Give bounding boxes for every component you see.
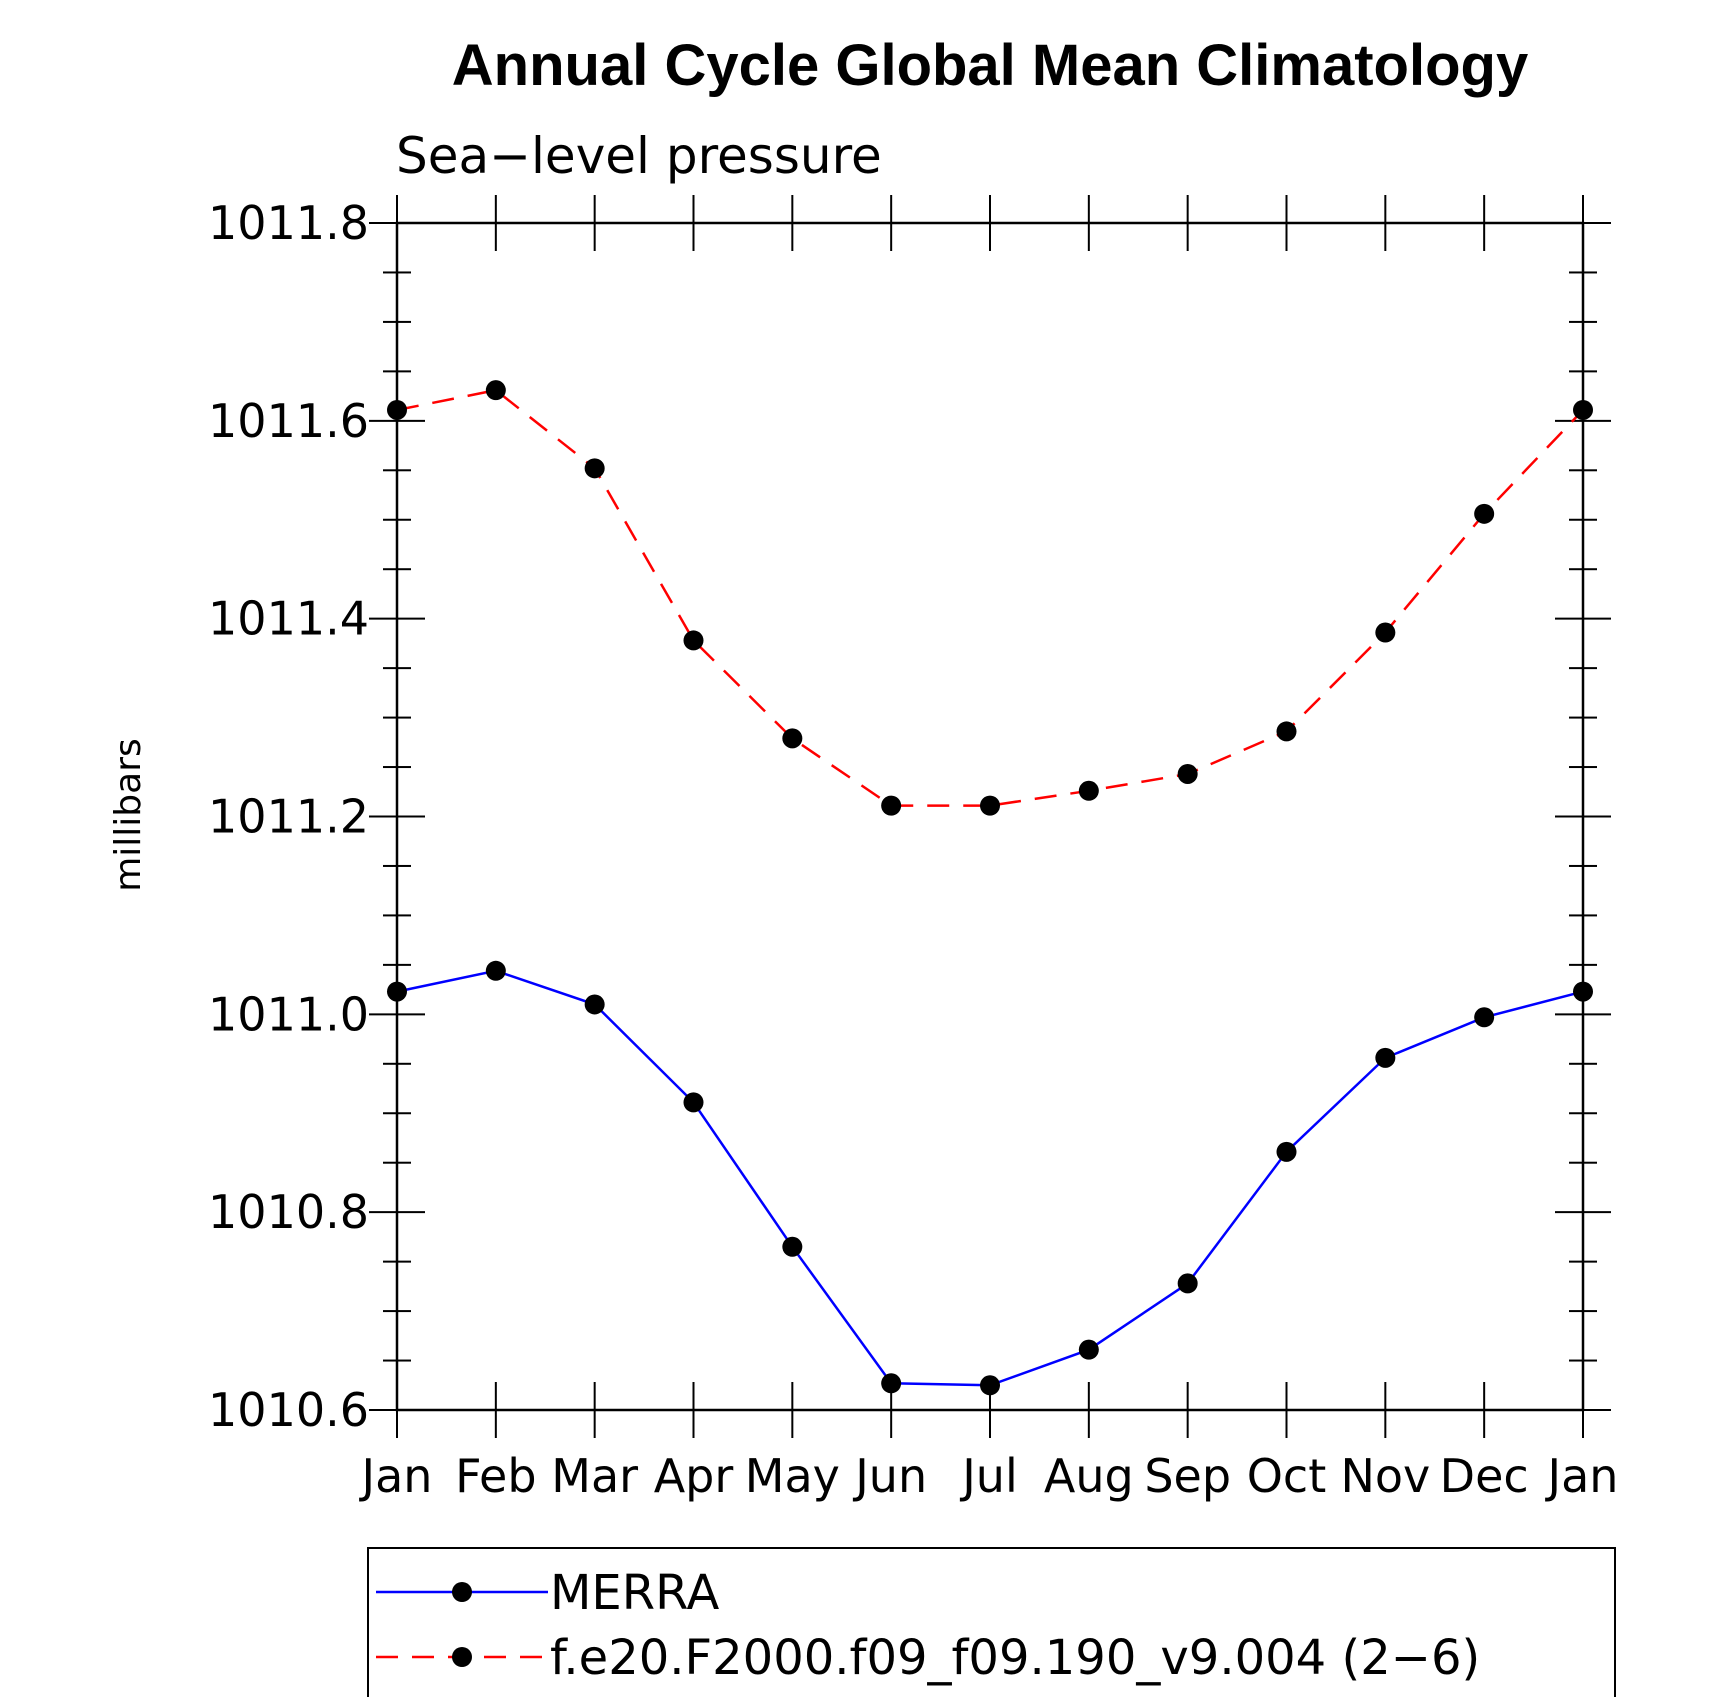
- legend-label-0: MERRA: [550, 1565, 720, 1621]
- x-tick-label: Mar: [551, 1449, 638, 1503]
- series-1-point: [1276, 721, 1297, 742]
- series-line-1: [396, 388, 1584, 807]
- legend-marker-0: [452, 1582, 472, 1602]
- x-tick-label: Jan: [1545, 1449, 1619, 1503]
- chart-subtitle: Sea−level pressure: [396, 127, 882, 185]
- x-tick-label: Apr: [654, 1449, 734, 1503]
- series-1-point: [1573, 399, 1593, 420]
- y-axis-label: millibars: [108, 738, 149, 892]
- series-1-point: [1177, 763, 1198, 784]
- series-line-0: [396, 969, 1584, 1387]
- x-axis-ticks: Jan Feb Mar Apr May Jun Jul Aug Sep Oct Nov Dec Jan: [359, 195, 1619, 1503]
- series-1-point: [1375, 622, 1396, 643]
- x-tick-label: Feb: [455, 1449, 536, 1503]
- x-tick-label: May: [745, 1449, 840, 1503]
- x-tick-label: Aug: [1044, 1449, 1134, 1503]
- plot-frame: [395, 221, 1585, 1412]
- x-tick-label: Dec: [1440, 1449, 1529, 1503]
- y-tick-label: 1011.8: [208, 196, 369, 250]
- x-tick-label: Nov: [1340, 1449, 1430, 1503]
- series-1-point: [980, 795, 1000, 816]
- y-tick-label: 1011.4: [208, 592, 369, 646]
- series-1-point: [387, 399, 407, 420]
- series-0-point: [881, 1373, 902, 1394]
- series-0-point: [485, 960, 506, 981]
- y-tick-label: 1011.2: [208, 790, 369, 844]
- x-tick-label: Oct: [1247, 1449, 1327, 1503]
- y-tick-label: 1010.6: [208, 1383, 369, 1437]
- series-0-point: [1573, 981, 1593, 1002]
- x-tick-label: Jan: [359, 1449, 433, 1503]
- series-1-point: [584, 458, 605, 479]
- series-0-point: [683, 1092, 704, 1113]
- x-tick-label: Sep: [1144, 1449, 1231, 1503]
- y-tick-label: 1010.8: [208, 1185, 369, 1239]
- x-tick-label: Jul: [959, 1449, 1018, 1503]
- y-tick-label: 1011.6: [208, 394, 369, 448]
- series-0-point: [782, 1236, 803, 1257]
- legend-label-1: f.e20.F2000.f09_f09.190_v9.004 (2−6): [550, 1630, 1480, 1686]
- y-tick-label: 1011.0: [208, 987, 369, 1041]
- series-0-point: [980, 1375, 1000, 1396]
- series-0-point: [1375, 1047, 1396, 1068]
- series-1-point: [1078, 780, 1099, 801]
- y-axis-ticks: 1010.6 1010.8 1011.0 1011.2 1011.4 1011.6 1011…: [208, 196, 1611, 1437]
- legend: MERRA f.e20.F2000.f09_f09.190_v9.004 (2−6…: [376, 1565, 1480, 1686]
- series-0-point: [584, 994, 605, 1015]
- series-0-point: [1276, 1141, 1297, 1162]
- legend-box: [367, 1547, 1616, 1697]
- series-1-point: [485, 380, 506, 401]
- legend-marker-1: [452, 1647, 472, 1667]
- series-0-point: [387, 981, 407, 1002]
- series-0-point: [1078, 1339, 1099, 1360]
- series-0-point: [1177, 1273, 1198, 1294]
- series-0-point: [1474, 1007, 1495, 1028]
- series-1-point: [683, 630, 704, 651]
- series-1-point: [1474, 503, 1495, 524]
- x-tick-label: Jun: [852, 1449, 927, 1503]
- series-1-point: [782, 728, 803, 749]
- chart-title: Annual Cycle Global Mean Climatology: [452, 33, 1528, 98]
- series-layer: [387, 380, 1593, 1396]
- series-1-point: [881, 795, 902, 816]
